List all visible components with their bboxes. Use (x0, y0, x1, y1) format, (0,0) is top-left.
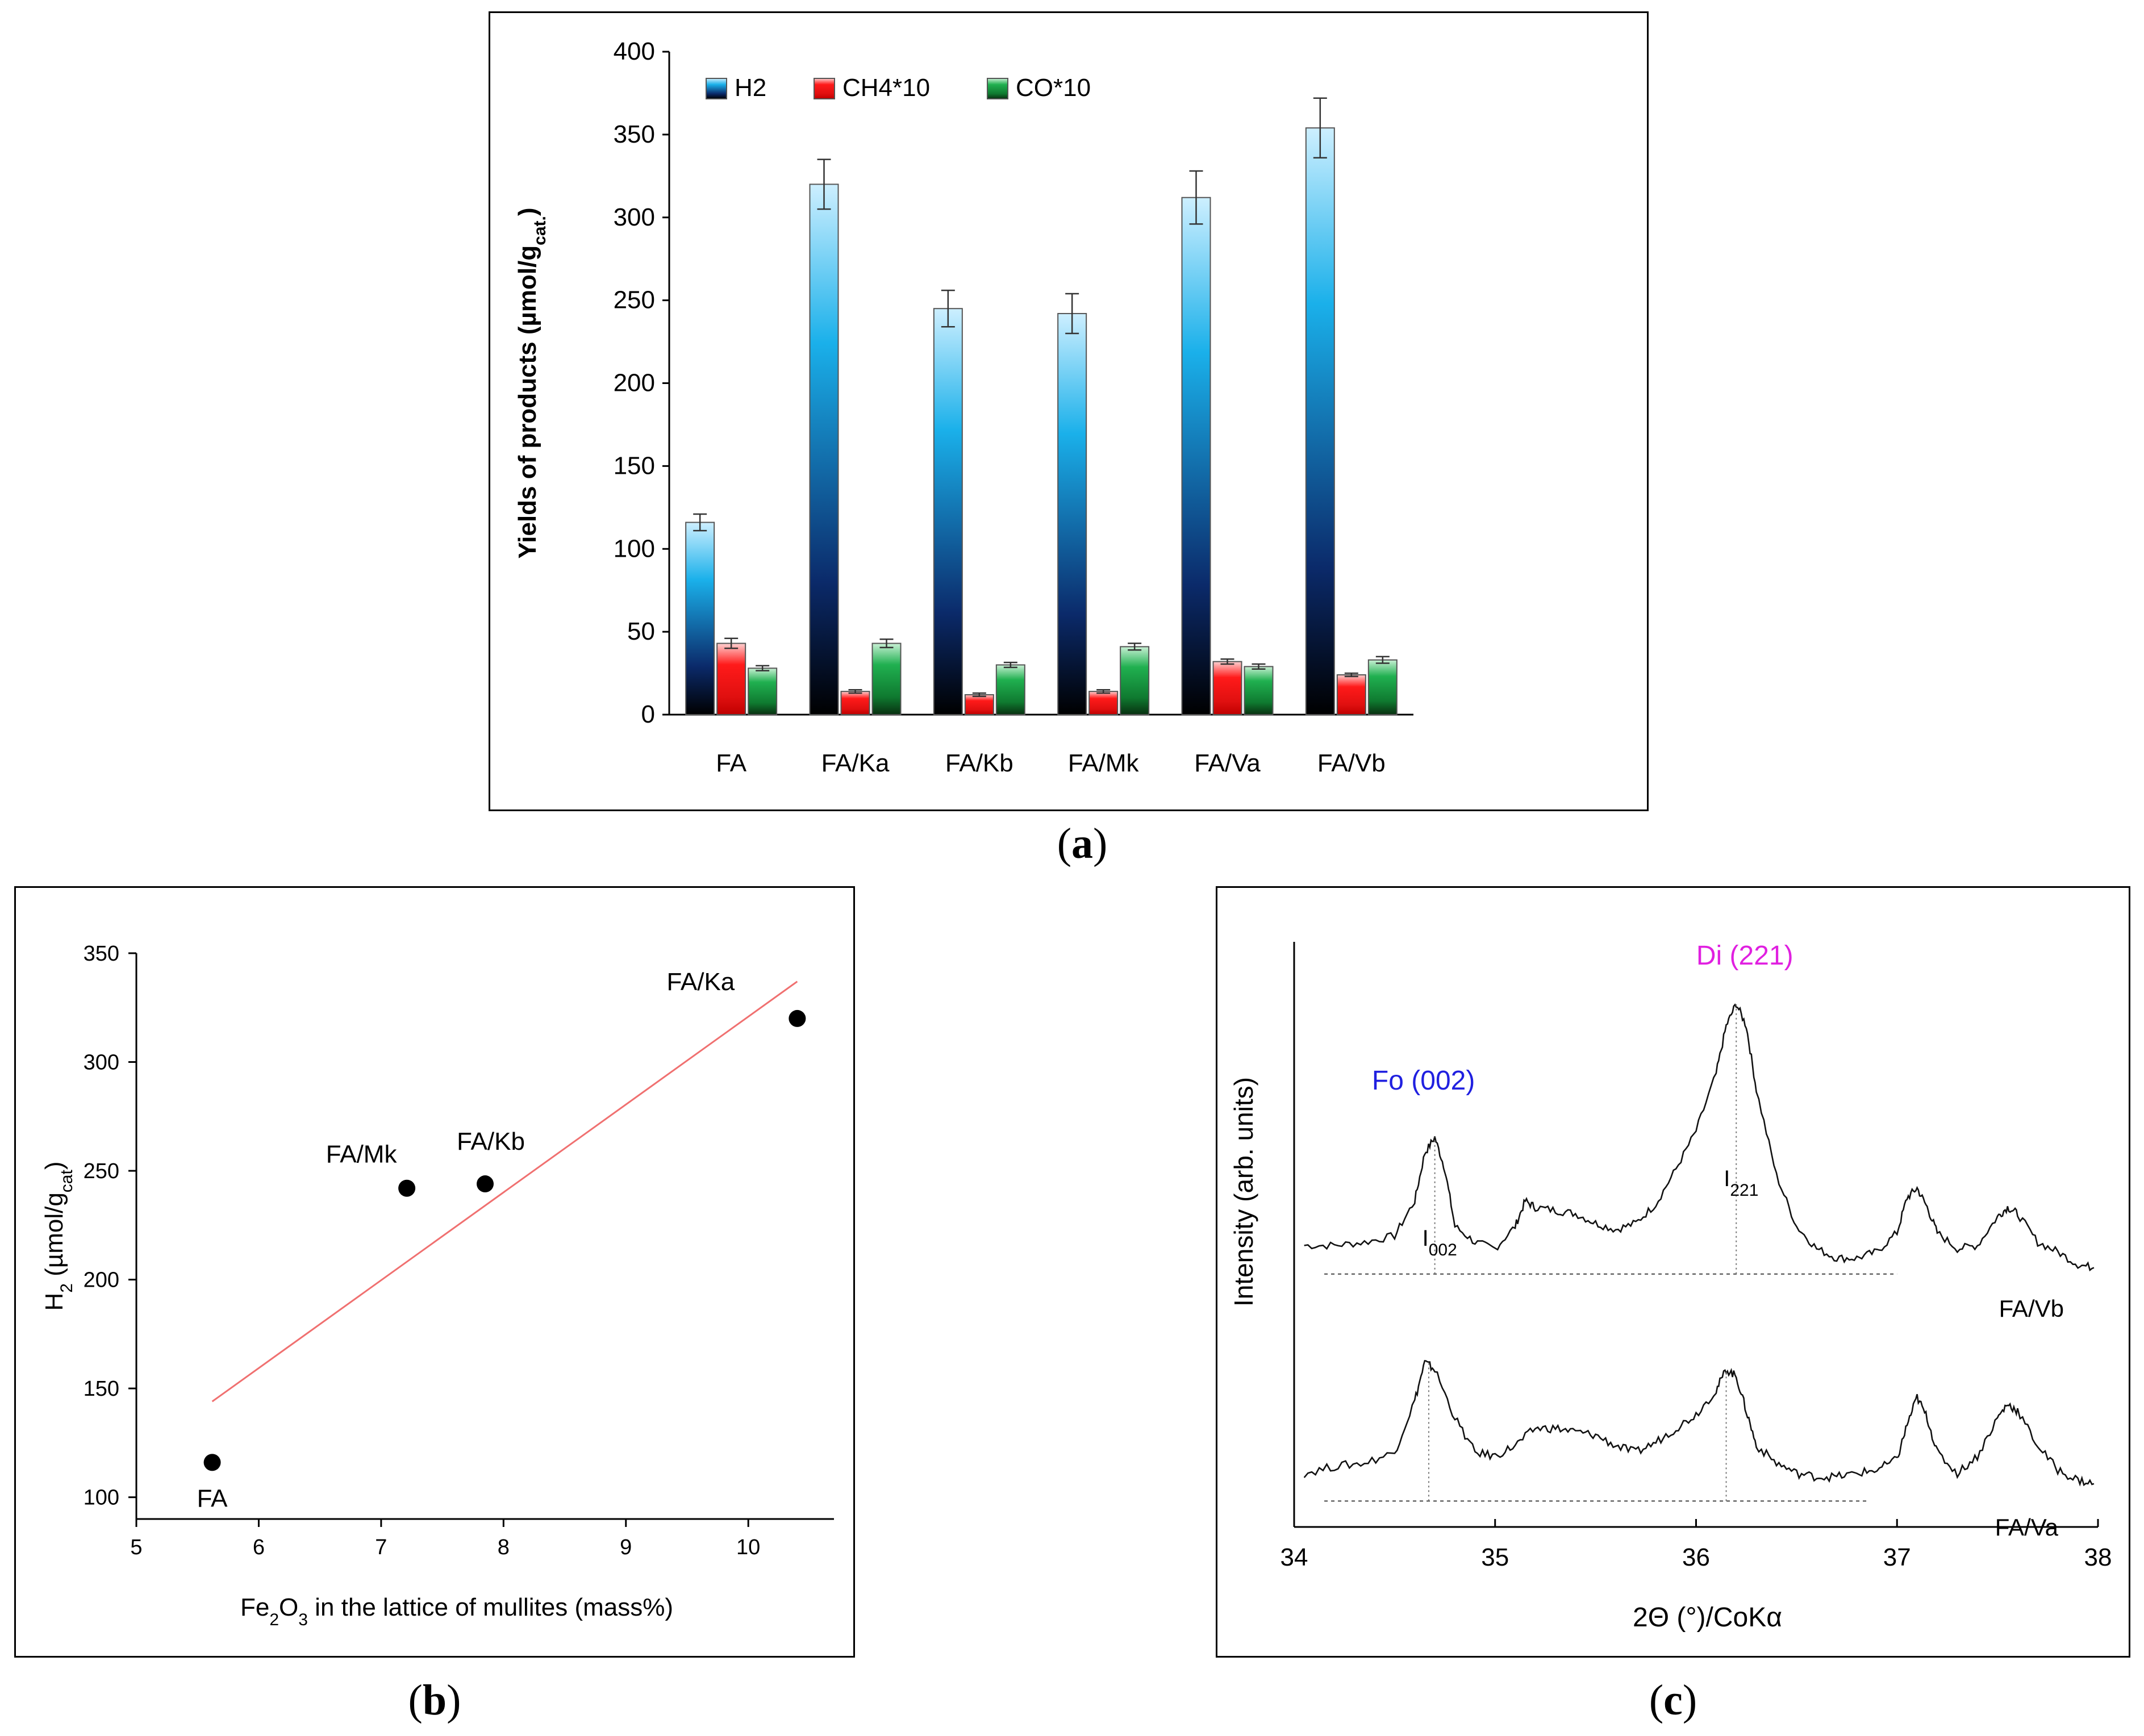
point-label: FA (197, 1484, 228, 1512)
bar (748, 667, 778, 716)
data-point (398, 1179, 416, 1197)
y-tick-label: 50 (627, 617, 655, 645)
spectrum-line (1303, 1359, 2095, 1487)
bar (995, 664, 1025, 715)
x-tick-label: FA/Va (1194, 749, 1261, 777)
series-label: FA/Vb (1999, 1295, 2064, 1322)
y-axis-label: Intensity (arb. units) (1229, 1077, 1258, 1307)
peak-label-fo: Fo (002) (1372, 1066, 1475, 1096)
x-tick-label: 35 (1481, 1543, 1509, 1571)
y-tick-label: 350 (84, 942, 119, 966)
bar (1305, 127, 1335, 716)
caption-c: (c) (1649, 1676, 1697, 1724)
bar (716, 642, 746, 715)
y-axis-label: H2 (µmol/gcat) (40, 1162, 76, 1311)
point-label: FA/Kb (457, 1128, 525, 1155)
i002-label: I002 (1423, 1226, 1457, 1259)
bar (871, 642, 902, 715)
x-tick-label: FA/Mk (1068, 749, 1140, 777)
x-tick-label: 7 (375, 1535, 387, 1559)
y-tick-label: 0 (641, 700, 655, 728)
bar (1120, 646, 1150, 715)
point-label: FA/Ka (666, 968, 735, 996)
data-point (789, 1009, 806, 1027)
legend-swatch (814, 78, 835, 99)
caption-b: (b) (408, 1676, 461, 1724)
y-tick-label: 200 (84, 1268, 119, 1292)
bar (1088, 691, 1119, 716)
point-label: FA/Mk (326, 1141, 398, 1169)
y-tick-label: 100 (614, 535, 655, 562)
x-tick-label: FA/Ka (821, 749, 890, 777)
bar (685, 521, 715, 715)
legend-label: H2 (735, 74, 766, 102)
y-tick-label: 150 (614, 452, 655, 479)
bar (964, 694, 994, 715)
x-tick-label: 36 (1682, 1543, 1710, 1571)
caption-a: (a) (1057, 820, 1108, 867)
x-tick-label: 6 (253, 1535, 265, 1559)
legend-label: CO*10 (1016, 74, 1091, 102)
bar (1212, 661, 1242, 716)
x-tick-label: FA/Kb (945, 749, 1013, 777)
x-tick-label: FA (716, 749, 746, 777)
x-axis-label: Fe2O3 in the lattice of mullites (mass%) (240, 1593, 673, 1629)
data-point (477, 1175, 494, 1193)
bar (1244, 666, 1274, 715)
bar (1057, 312, 1087, 715)
bar (933, 308, 963, 715)
xrd-chart: 34 35 36 37 38 2Θ (°)/CoKα Intensity (arb. uni… (1229, 941, 2112, 1633)
y-tick-label: 250 (84, 1159, 119, 1183)
x-tick-label: 37 (1883, 1543, 1911, 1571)
x-tick-label: FA/Vb (1317, 749, 1386, 777)
bar (1336, 674, 1366, 715)
y-axis-label: Yields of products (µmol/gcat.) (514, 207, 549, 558)
i221-label: I221 (1724, 1166, 1758, 1200)
scatter-chart: 5 6 7 8 9 10 100 150 200 250 300 350 FA FA/Mk FA/Kb FA/… (40, 942, 834, 1629)
y-tick-label: 350 (614, 120, 655, 148)
y-tick-label: 100 (84, 1486, 119, 1510)
x-tick-label: 8 (498, 1535, 510, 1559)
y-tick-label: 250 (614, 286, 655, 314)
y-tick-label: 200 (614, 369, 655, 397)
y-tick-label: 400 (614, 37, 655, 65)
bar (840, 691, 870, 716)
y-tick-label: 150 (84, 1377, 119, 1401)
data-point (203, 1454, 221, 1471)
fit-line (211, 980, 798, 1403)
y-tick-label: 300 (84, 1051, 119, 1075)
legend-swatch (987, 78, 1008, 99)
spectrum-line (1304, 1003, 2095, 1272)
x-tick-label: 38 (2084, 1543, 2112, 1571)
legend-label: CH4*10 (842, 74, 930, 102)
xrd-chart-panel: 34 35 36 37 38 2Θ (°)/CoKα Intensity (arb. uni… (1216, 886, 2130, 1658)
bar-chart-panel: 0 50 100 150 200 250 300 350 400 FA FA/Ka FA/Kb FA/M… (489, 11, 1649, 811)
x-axis-label: 2Θ (°)/CoKα (1633, 1603, 1782, 1633)
x-tick-label: 34 (1280, 1543, 1308, 1571)
bar-chart: 0 50 100 150 200 250 300 350 400 FA FA/Ka FA/Kb FA/M… (514, 37, 1413, 777)
bar (809, 183, 839, 715)
legend-swatch (706, 78, 727, 99)
x-tick-label: 5 (130, 1535, 142, 1559)
scatter-chart-panel: 5 6 7 8 9 10 100 150 200 250 300 350 FA FA/Mk FA/Kb FA/… (14, 886, 855, 1658)
bar (1181, 197, 1211, 715)
y-tick-label: 300 (614, 203, 655, 231)
bar (1367, 659, 1398, 716)
x-tick-label: 9 (620, 1535, 632, 1559)
peak-label-di: Di (221) (1696, 941, 1793, 971)
x-tick-label: 10 (736, 1535, 760, 1559)
series-label: FA/Va (1995, 1514, 2059, 1541)
